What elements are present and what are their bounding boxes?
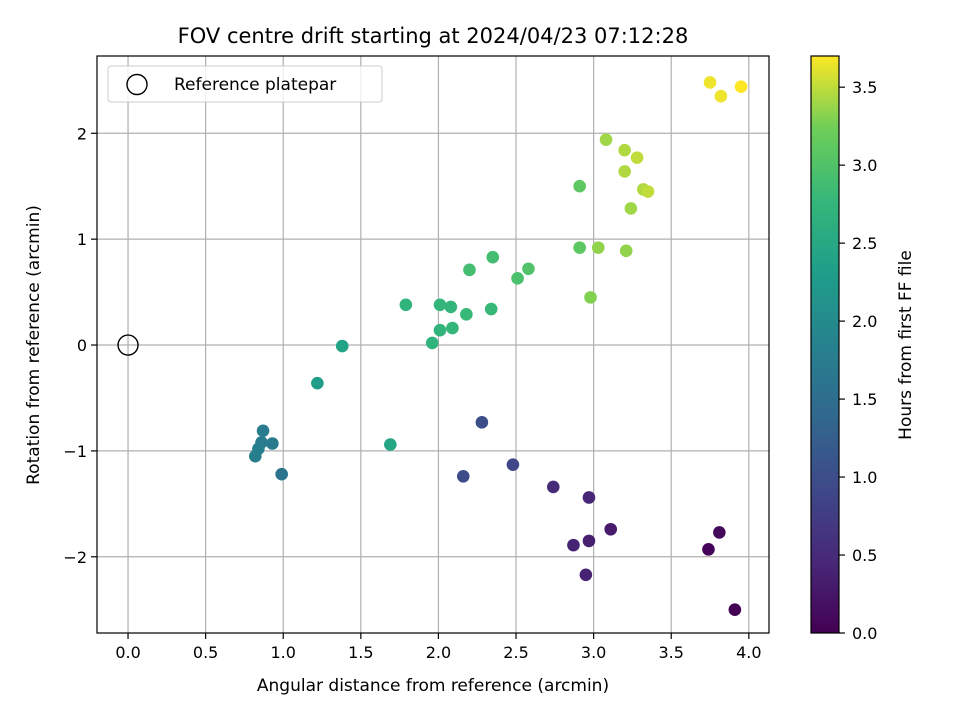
- colorbar-tick-label: 0.5: [852, 546, 877, 565]
- x-axis-ticks: 0.0 0.5 1.0 1.5 2.0 2.5 3.0 3.5 4.0: [115, 633, 762, 662]
- scatter-point: [584, 291, 597, 304]
- scatter-point: [275, 467, 288, 481]
- colorbar-frame: [810, 55, 840, 634]
- scatter-point: [604, 522, 617, 536]
- scatter-point: [399, 298, 413, 312]
- x-tick-label: 3.0: [581, 643, 606, 662]
- y-tick-label: 1: [77, 230, 87, 249]
- reference-marker-group: [117, 334, 139, 356]
- scatter-point: [582, 534, 596, 548]
- scatter-point: [619, 244, 633, 258]
- reference-platepar-marker: [117, 334, 139, 356]
- x-tick-label: 1.0: [271, 643, 296, 662]
- colorbar-tick-label: 2.0: [852, 312, 877, 331]
- scatter-point: [546, 480, 560, 494]
- scatter-point: [591, 241, 605, 254]
- scatter-point: [446, 321, 459, 335]
- scatter-point: [335, 339, 349, 353]
- scatter-point: [573, 241, 586, 254]
- scatter-point: [433, 298, 447, 312]
- x-tick-label: 2.5: [503, 643, 528, 662]
- scatter-point: [703, 76, 717, 89]
- y-tick-label: 0: [77, 336, 87, 355]
- scatter-point: [486, 250, 500, 264]
- legend: Reference platepar: [107, 65, 383, 103]
- scatter-points: [249, 76, 748, 617]
- scatter-point: [484, 302, 498, 316]
- x-axis-label: Angular distance from reference (arcmin): [257, 676, 609, 696]
- scatter-point: [567, 538, 580, 552]
- scatter-point: [384, 438, 397, 451]
- colorbar-ticks: 0.0 0.5 1.0 1.5 2.0 2.5 3.0 3.5: [839, 78, 877, 643]
- plot-area: 0.0 0.5 1.0 1.5 2.0 2.5 3.0 3.5 4.0 −2 −1 0 1 2: [63, 55, 770, 662]
- y-axis-ticks: −2 −1 0 1 2: [63, 124, 97, 567]
- scatter-point: [511, 272, 524, 285]
- scatter-point: [579, 568, 593, 582]
- scatter-point: [599, 133, 613, 146]
- scatter-point: [463, 263, 476, 277]
- y-axis-label: Rotation from reference (arcmin): [24, 205, 44, 485]
- x-tick-label: 4.0: [736, 643, 761, 662]
- legend-box: [107, 65, 383, 103]
- scatter-point: [444, 300, 458, 314]
- colorbar-tick-label: 3.5: [852, 78, 877, 97]
- colorbar-tick-label: 0.0: [852, 624, 877, 643]
- scatter-point: [624, 202, 638, 215]
- x-tick-label: 0.5: [193, 643, 218, 662]
- colorbar-tick-label: 3.0: [852, 156, 877, 175]
- scatter-point: [425, 336, 439, 350]
- scatter-point: [641, 185, 655, 198]
- y-tick-label: −1: [63, 442, 87, 461]
- scatter-point: [734, 80, 748, 94]
- scatter-point: [506, 458, 520, 471]
- scatter-point: [266, 437, 279, 450]
- scatter-point: [702, 543, 715, 556]
- grid-lines: [97, 56, 769, 633]
- x-tick-label: 0.0: [115, 643, 140, 662]
- scatter-point: [713, 526, 726, 539]
- legend-open-circle-icon: [126, 73, 148, 96]
- scatter-point: [618, 143, 631, 157]
- scatter-point: [311, 376, 324, 390]
- colorbar-gradient: [811, 56, 839, 633]
- scatter-point: [475, 416, 489, 429]
- colorbar-tick-label: 1.0: [852, 468, 877, 487]
- colorbar-tick-label: 1.5: [852, 390, 877, 409]
- colorbar: 0.0 0.5 1.0 1.5 2.0 2.5 3.0 3.5 Hours from firs…: [810, 55, 916, 643]
- scatter-point: [456, 470, 470, 483]
- scatter-point: [573, 179, 586, 193]
- x-tick-label: 3.5: [658, 643, 683, 662]
- scatter-point: [714, 89, 728, 103]
- scatter-point: [256, 424, 270, 438]
- x-tick-label: 2.0: [426, 643, 451, 662]
- colorbar-label: Hours from first FF file: [896, 250, 916, 440]
- scatter-point: [433, 323, 447, 337]
- colorbar-tick-label: 2.5: [852, 234, 877, 253]
- scatter-point: [582, 491, 596, 504]
- scatter-point: [522, 262, 535, 276]
- chart-title: FOV centre drift starting at 2024/04/23 …: [178, 24, 689, 48]
- scatter-point: [630, 151, 644, 164]
- scatter-point: [728, 603, 742, 617]
- x-tick-label: 1.5: [348, 643, 373, 662]
- y-tick-label: −2: [63, 548, 87, 567]
- scatter-point: [618, 165, 631, 178]
- scatter-point: [460, 308, 473, 321]
- y-tick-label: 2: [77, 124, 87, 143]
- scatter-point: [249, 449, 262, 463]
- legend-label: Reference platepar: [174, 75, 336, 95]
